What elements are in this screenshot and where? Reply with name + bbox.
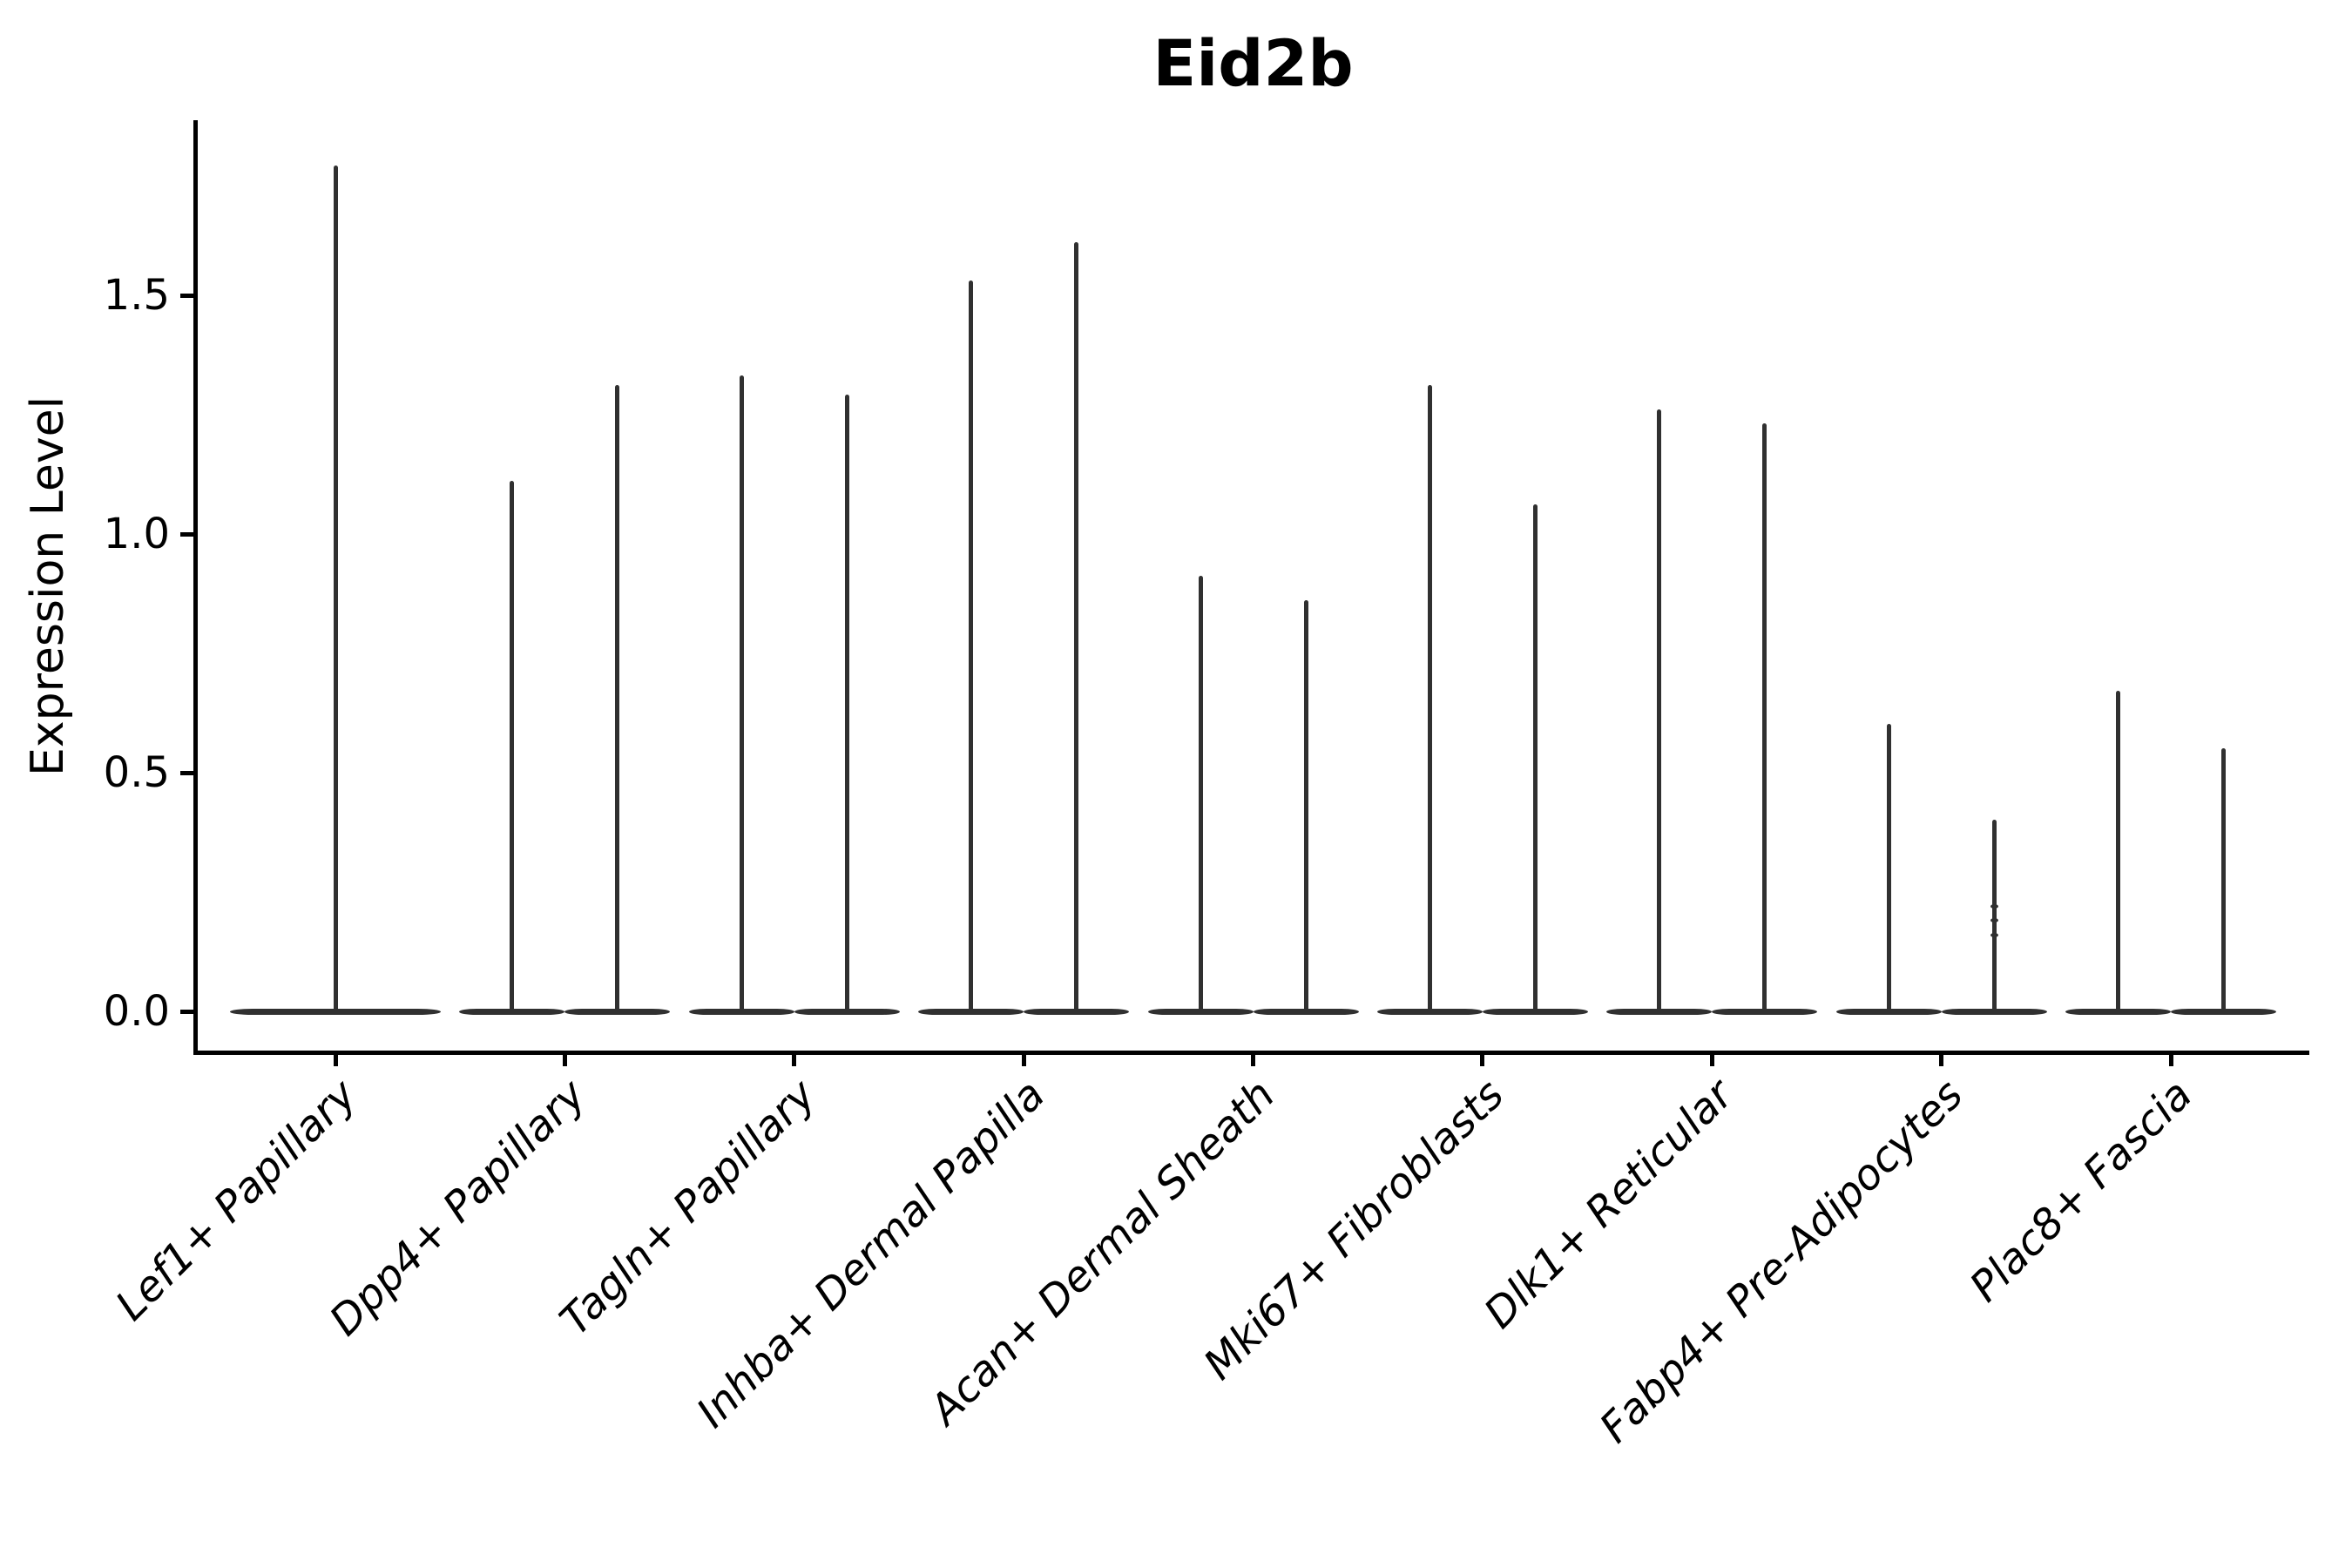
violin-spike <box>333 166 338 1011</box>
y-tick-mark <box>180 293 193 298</box>
violin-spike <box>1198 576 1203 1011</box>
violin-base <box>688 1008 794 1015</box>
violin-density-dot <box>1990 918 1998 923</box>
violin-spike <box>1303 599 1308 1011</box>
violin-spike <box>510 480 515 1011</box>
violin-spike <box>2221 747 2226 1011</box>
violin-base <box>918 1008 1024 1015</box>
violin-base <box>459 1008 565 1015</box>
violin-spike <box>1657 409 1662 1011</box>
violin-base <box>230 1008 441 1015</box>
x-axis-spine <box>193 1051 2309 1055</box>
violin-base <box>1147 1008 1254 1015</box>
violin-base <box>1253 1008 1359 1015</box>
violin-base <box>1376 1008 1483 1015</box>
x-tick-mark <box>1709 1055 1714 1066</box>
violin-spike <box>844 395 849 1011</box>
violin-base <box>1712 1008 1818 1015</box>
violin-spike <box>615 385 620 1011</box>
violin-base <box>1606 1008 1713 1015</box>
violin-spike <box>1991 819 1997 1011</box>
plot-title: Eid2b <box>1152 27 1354 101</box>
violin-base <box>1835 1008 1942 1015</box>
x-tick-mark <box>792 1055 797 1066</box>
x-tick-mark <box>1021 1055 1026 1066</box>
y-tick-label: 1.0 <box>103 510 170 558</box>
violin-density-dot <box>1990 932 1998 937</box>
violin-spike <box>2116 690 2120 1011</box>
violin-base <box>2065 1008 2171 1015</box>
x-tick-mark <box>1480 1055 1485 1066</box>
violin-base <box>1482 1008 1588 1015</box>
x-tick-mark <box>1939 1055 1944 1066</box>
violin-spike <box>1532 504 1538 1011</box>
violin-spike <box>1427 385 1432 1011</box>
violin-spike <box>739 375 744 1011</box>
x-tick-mark <box>562 1055 567 1066</box>
violin-spike <box>1762 422 1767 1011</box>
y-tick-label: 1.5 <box>103 271 170 320</box>
violin-base <box>794 1008 900 1015</box>
violin-base <box>564 1008 671 1015</box>
y-tick-mark <box>180 770 193 775</box>
y-axis-spine <box>193 120 198 1055</box>
y-tick-mark <box>180 531 193 537</box>
violin-density-dot <box>1990 903 1998 909</box>
x-tick-mark <box>333 1055 338 1066</box>
violin-spike <box>1886 724 1891 1011</box>
violin-base <box>1024 1008 1130 1015</box>
violin-spike <box>969 280 974 1011</box>
violin-base <box>1941 1008 2047 1015</box>
violin-spike <box>1074 241 1079 1011</box>
x-tick-mark <box>2168 1055 2173 1066</box>
violin-base <box>2171 1008 2276 1015</box>
y-axis-label: Expression Level <box>22 395 74 777</box>
x-tick-mark <box>1251 1055 1255 1066</box>
y-tick-label: 0.0 <box>103 987 170 1036</box>
y-tick-mark <box>180 1009 193 1014</box>
y-tick-label: 0.5 <box>103 748 170 797</box>
